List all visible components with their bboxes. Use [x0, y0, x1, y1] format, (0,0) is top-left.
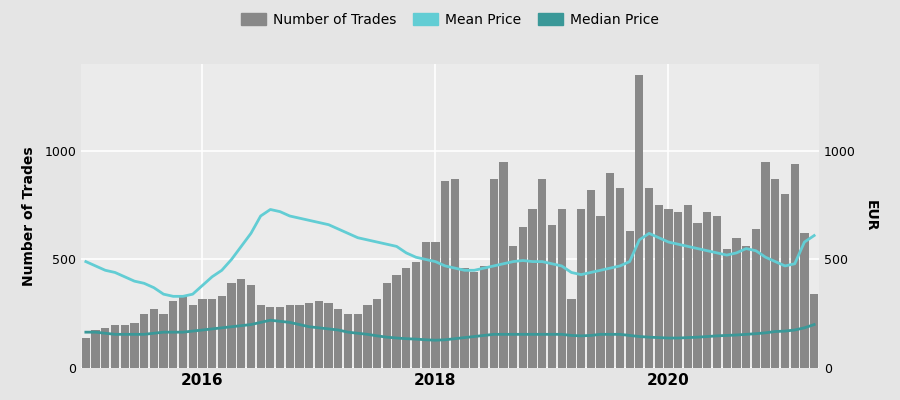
Bar [169, 301, 177, 368]
Bar [810, 294, 818, 368]
Bar [616, 188, 624, 368]
Bar [382, 283, 391, 368]
Bar [548, 225, 556, 368]
Bar [752, 229, 760, 368]
Bar [421, 242, 430, 368]
Bar [198, 298, 206, 368]
Bar [461, 268, 469, 368]
Bar [567, 298, 575, 368]
Bar [645, 188, 653, 368]
Bar [188, 305, 197, 368]
Bar [325, 303, 333, 368]
Bar [664, 210, 672, 368]
Bar [490, 179, 498, 368]
Bar [354, 314, 362, 368]
Bar [500, 162, 508, 368]
Bar [694, 222, 702, 368]
Bar [781, 194, 789, 368]
Bar [92, 330, 100, 368]
Bar [684, 205, 692, 368]
Bar [538, 179, 546, 368]
Y-axis label: Number of Trades: Number of Trades [22, 146, 36, 286]
Bar [247, 286, 255, 368]
Bar [218, 296, 226, 368]
Bar [285, 305, 294, 368]
Bar [295, 305, 303, 368]
Bar [431, 242, 439, 368]
Bar [713, 216, 721, 368]
Bar [626, 231, 634, 368]
Bar [373, 298, 382, 368]
Bar [237, 279, 246, 368]
Bar [392, 275, 400, 368]
Bar [771, 179, 779, 368]
Bar [228, 283, 236, 368]
Bar [344, 314, 352, 368]
Bar [305, 303, 313, 368]
Bar [266, 307, 274, 368]
Bar [733, 238, 741, 368]
Bar [364, 305, 372, 368]
Bar [470, 272, 479, 368]
Bar [587, 190, 595, 368]
Bar [723, 248, 731, 368]
Bar [149, 309, 158, 368]
Bar [703, 212, 712, 368]
Bar [159, 314, 167, 368]
Bar [101, 328, 110, 368]
Bar [256, 305, 265, 368]
Bar [451, 179, 459, 368]
Bar [179, 296, 187, 368]
Bar [121, 324, 129, 368]
Bar [674, 212, 682, 368]
Bar [441, 181, 449, 368]
Bar [606, 172, 615, 368]
Bar [334, 309, 343, 368]
Y-axis label: EUR: EUR [864, 200, 878, 232]
Bar [800, 233, 808, 368]
Bar [130, 324, 139, 368]
Bar [635, 75, 644, 368]
Bar [208, 298, 216, 368]
Bar [518, 227, 527, 368]
Bar [276, 307, 284, 368]
Bar [140, 314, 148, 368]
Bar [597, 216, 605, 368]
Bar [577, 210, 585, 368]
Bar [557, 210, 566, 368]
Bar [790, 164, 799, 368]
Bar [742, 246, 751, 368]
Legend: Number of Trades, Mean Price, Median Price: Number of Trades, Mean Price, Median Pri… [236, 7, 664, 32]
Bar [509, 246, 518, 368]
Bar [528, 210, 536, 368]
Bar [412, 262, 420, 368]
Bar [111, 324, 119, 368]
Bar [654, 205, 663, 368]
Bar [402, 268, 410, 368]
Bar [82, 338, 90, 368]
Bar [315, 301, 323, 368]
Bar [761, 162, 770, 368]
Bar [480, 266, 488, 368]
